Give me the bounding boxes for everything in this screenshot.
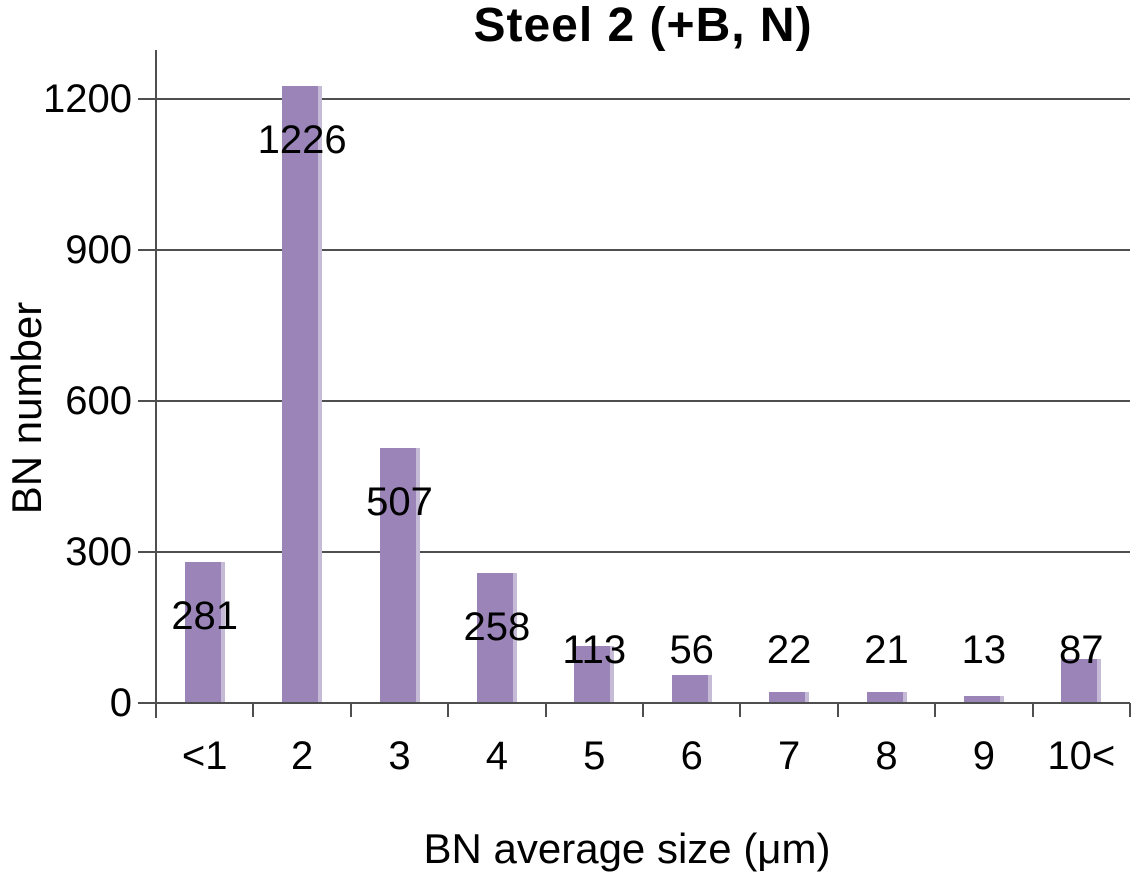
x-axis-tick-mark (155, 703, 157, 717)
y-tick-label: 600 (65, 379, 132, 423)
value-label: 56 (669, 628, 714, 672)
y-axis-title: BN number (3, 301, 50, 515)
y-tick-label: 1200 (43, 77, 132, 121)
x-axis-tick-mark (447, 703, 450, 717)
bar (379, 447, 420, 703)
bar (1061, 659, 1102, 703)
x-axis-tick-mark (642, 703, 644, 717)
x-axis-tick-mark (836, 703, 839, 717)
x-axis-tick-mark (739, 703, 742, 717)
x-axis-title: BN average size (μm) (423, 825, 831, 872)
y-gridline (138, 551, 1130, 553)
value-label: 87 (1059, 628, 1104, 672)
value-label: 507 (366, 479, 433, 524)
bar (671, 674, 712, 703)
chart-title: Steel 2 (+B, N) (473, 0, 813, 52)
x-tick-label: 7 (777, 734, 801, 778)
x-axis-tick-mark (349, 703, 352, 717)
y-tick-label: 900 (65, 228, 132, 272)
x-tick-label: 10< (1047, 734, 1116, 778)
x-tick-label: 5 (583, 734, 606, 778)
y-gridline (138, 98, 1130, 100)
x-tick-label: 2 (290, 734, 314, 778)
value-label: 1226 (257, 117, 347, 162)
x-tick-label: 6 (680, 734, 703, 778)
x-tick-label: 3 (388, 734, 411, 778)
x-tick-label: <1 (181, 734, 228, 778)
x-axis-tick-mark (934, 703, 937, 717)
value-label: 281 (171, 593, 239, 638)
x-tick-label: 9 (972, 734, 996, 778)
x-tick-label: 8 (875, 734, 898, 778)
x-axis-tick-mark (252, 703, 255, 717)
y-tick-label: 0 (109, 681, 132, 725)
y-gridline (138, 249, 1130, 251)
value-label: 13 (961, 628, 1007, 672)
bar (574, 646, 615, 703)
bar (963, 696, 1004, 703)
y-tick-label: 300 (65, 530, 132, 574)
x-axis-tick-mark (1129, 703, 1131, 717)
value-label: 258 (463, 605, 531, 650)
bar (866, 692, 907, 703)
x-axis-tick-mark (544, 703, 547, 717)
value-label: 113 (562, 628, 627, 672)
bar (282, 85, 323, 703)
x-axis-line (138, 702, 1130, 704)
x-axis-tick-mark (1031, 703, 1034, 717)
value-label: 22 (766, 628, 812, 672)
y-gridline (138, 400, 1130, 402)
bar (769, 691, 810, 703)
x-tick-label: 4 (485, 734, 509, 778)
bar (476, 573, 517, 703)
value-label: 21 (864, 628, 909, 672)
y-axis-line (155, 50, 157, 718)
bar (184, 561, 225, 703)
